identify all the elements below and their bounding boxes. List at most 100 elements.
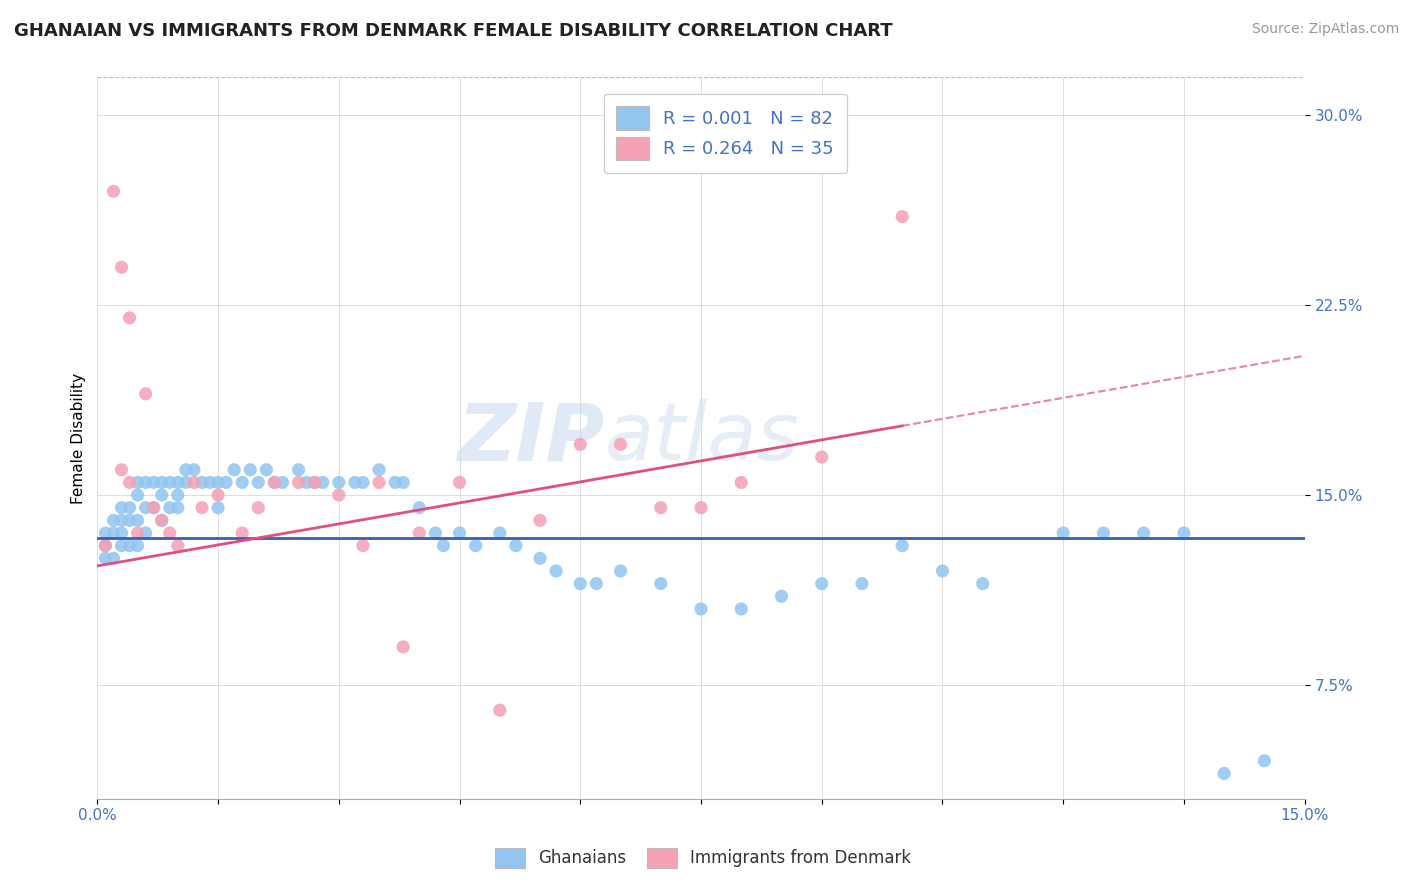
Point (650, 576, 672, 591)
Point (1213, 766, 1236, 780)
Point (263, 475, 285, 490)
Point (127, 488, 149, 502)
Point (609, 437, 631, 451)
Point (505, 539, 527, 553)
Point (198, 475, 221, 490)
Point (425, 526, 447, 541)
Point (585, 576, 607, 591)
Point (352, 475, 374, 490)
Point (1173, 526, 1195, 541)
Point (730, 475, 752, 490)
Point (207, 488, 229, 502)
Point (488, 703, 510, 717)
Point (94, 526, 117, 541)
Point (287, 475, 309, 490)
Point (174, 463, 197, 477)
Point (343, 475, 366, 490)
Point (207, 500, 229, 515)
Point (231, 475, 253, 490)
Point (650, 500, 672, 515)
Point (159, 500, 181, 515)
Point (127, 513, 149, 527)
Point (810, 450, 832, 464)
Point (408, 500, 430, 515)
Point (207, 475, 229, 490)
Point (1052, 526, 1074, 541)
Text: atlas: atlas (605, 399, 799, 477)
Point (94, 539, 117, 553)
Point (1132, 526, 1154, 541)
Point (166, 488, 188, 502)
Point (352, 539, 374, 553)
Point (142, 475, 165, 490)
Text: GHANAIAN VS IMMIGRANTS FROM DENMARK FEMALE DISABILITY CORRELATION CHART: GHANAIAN VS IMMIGRANTS FROM DENMARK FEMA… (14, 22, 893, 40)
Point (295, 475, 318, 490)
Point (94, 551, 117, 566)
Point (328, 488, 350, 502)
Point (135, 526, 157, 541)
Point (110, 539, 132, 553)
Point (110, 260, 132, 275)
Point (810, 576, 832, 591)
Point (127, 475, 149, 490)
Point (118, 475, 141, 490)
Point (569, 576, 592, 591)
Point (150, 513, 173, 527)
Point (142, 500, 165, 515)
Point (142, 500, 165, 515)
Point (247, 475, 270, 490)
Point (368, 475, 391, 490)
Point (150, 475, 173, 490)
Point (159, 526, 181, 541)
Point (384, 475, 406, 490)
Point (1253, 754, 1275, 768)
Point (118, 500, 141, 515)
Point (312, 475, 335, 490)
Point (103, 184, 125, 198)
Point (488, 526, 510, 541)
Point (174, 475, 197, 490)
Y-axis label: Female Disability: Female Disability (72, 373, 86, 504)
Point (135, 386, 157, 401)
Text: Source: ZipAtlas.com: Source: ZipAtlas.com (1251, 22, 1399, 37)
Point (166, 539, 188, 553)
Point (118, 513, 141, 527)
Point (135, 475, 157, 490)
Point (546, 564, 568, 578)
Point (231, 526, 253, 541)
Legend: R = 0.001   N = 82, R = 0.264   N = 35: R = 0.001 N = 82, R = 0.264 N = 35 (603, 94, 846, 172)
Point (118, 539, 141, 553)
Point (368, 463, 391, 477)
Point (110, 513, 132, 527)
Point (690, 500, 713, 515)
Point (304, 475, 326, 490)
Point (263, 475, 285, 490)
Point (110, 500, 132, 515)
Point (529, 513, 551, 527)
Point (110, 463, 132, 477)
Point (770, 589, 793, 603)
Point (392, 640, 415, 654)
Point (449, 526, 471, 541)
Point (690, 602, 713, 616)
Point (432, 539, 454, 553)
Text: ZIP: ZIP (457, 399, 605, 477)
Point (94, 539, 117, 553)
Legend: Ghanaians, Immigrants from Denmark: Ghanaians, Immigrants from Denmark (488, 841, 918, 875)
Point (110, 526, 132, 541)
Point (239, 463, 262, 477)
Point (247, 500, 270, 515)
Point (972, 576, 994, 591)
Point (103, 526, 125, 541)
Point (118, 310, 141, 325)
Point (449, 475, 471, 490)
Point (135, 500, 157, 515)
Point (304, 475, 326, 490)
Point (191, 475, 214, 490)
Point (287, 463, 309, 477)
Point (730, 602, 752, 616)
Point (891, 210, 914, 224)
Point (254, 463, 277, 477)
Point (150, 488, 173, 502)
Point (224, 463, 246, 477)
